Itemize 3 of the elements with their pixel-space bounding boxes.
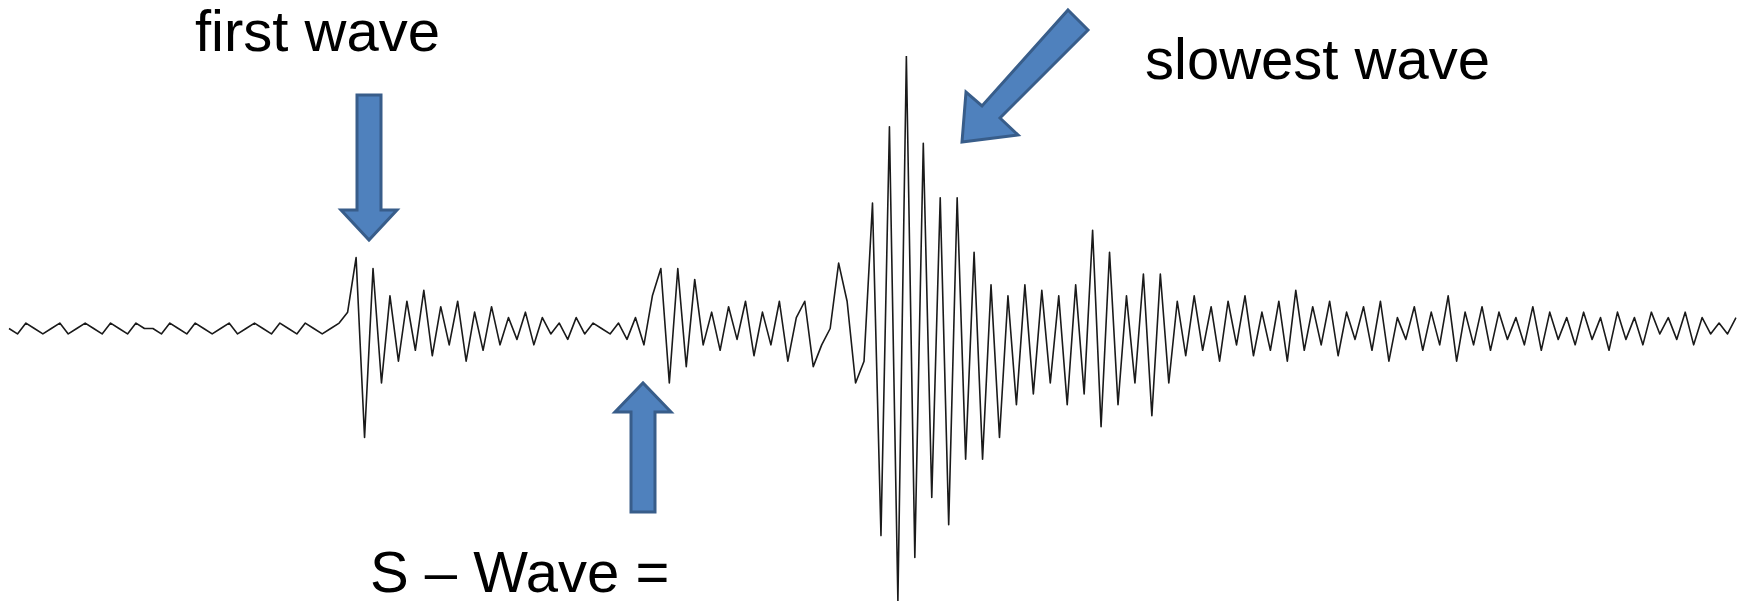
annotation: slowest wave	[1145, 26, 1490, 91]
annotation: first wave	[195, 0, 440, 63]
annotation: S – Wave =	[370, 539, 670, 603]
